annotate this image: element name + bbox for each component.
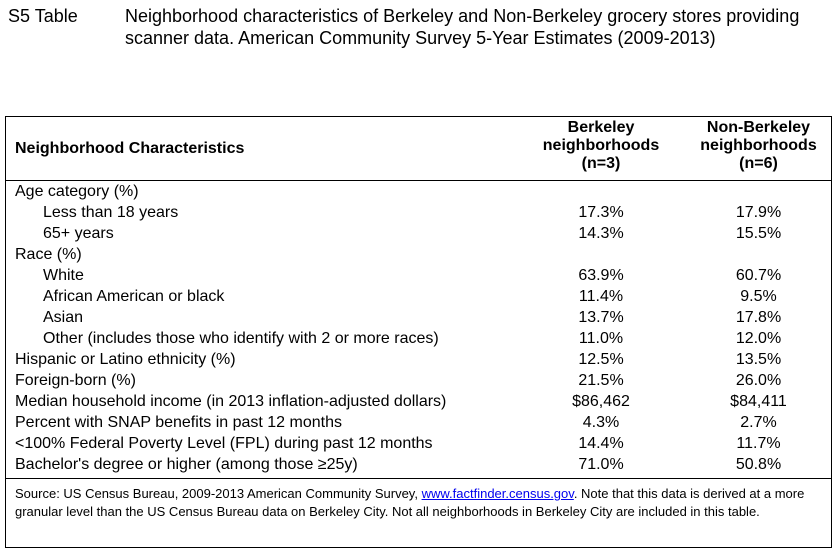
non-berkeley-value: 2.7% — [740, 414, 777, 431]
source-suffix: . Note that this data is derived at a mo… — [15, 486, 805, 519]
berkeley-value: 11.4% — [578, 288, 624, 305]
row-label: 65+ years — [43, 225, 114, 242]
table-row: African American or black 11.4% 9.5% — [6, 286, 831, 307]
table-row: <100% Federal Poverty Level (FPL) during… — [6, 433, 831, 454]
row-label: Hispanic or Latino ethnicity (%) — [15, 351, 236, 368]
table-row: Bachelor's degree or higher (among those… — [6, 454, 831, 475]
non-berkeley-value: 26.0% — [735, 372, 782, 389]
berkeley-value: 63.9% — [578, 267, 624, 284]
table-row: Asian 13.7% 17.8% — [6, 307, 831, 328]
source-note: Source: US Census Bureau, 2009-2013 Amer… — [15, 485, 827, 521]
header-berkeley-line: Berkeley — [567, 119, 635, 136]
non-berkeley-value: 15.5% — [735, 225, 782, 242]
table-row: White 63.9% 60.7% — [6, 265, 831, 286]
row-label: Less than 18 years — [43, 204, 179, 221]
berkeley-value: 14.3% — [578, 225, 624, 242]
berkeley-value: 11.0% — [578, 330, 624, 347]
table-row: Race (%) — [6, 244, 831, 265]
row-label: Other (includes those who identify with … — [43, 330, 439, 347]
row-label: Median household income (in 2013 inflati… — [15, 393, 447, 410]
header-non-berkeley: Non-Berkeley neighborhoods (n=6) — [686, 119, 831, 173]
table-row: Percent with SNAP benefits in past 12 mo… — [6, 412, 831, 433]
non-berkeley-value: 13.5% — [735, 351, 782, 368]
berkeley-value: 14.4% — [578, 435, 624, 452]
berkeley-value: $86,462 — [572, 393, 630, 410]
row-label: African American or black — [43, 288, 225, 305]
row-label: White — [43, 267, 84, 284]
table-row: Hispanic or Latino ethnicity (%) 12.5% 13.… — [6, 349, 831, 370]
non-berkeley-value: 12.0% — [735, 330, 782, 347]
row-label: Age category (%) — [15, 183, 139, 200]
header-non-berkeley-line: Non-Berkeley — [706, 119, 811, 136]
berkeley-value: 71.0% — [578, 456, 624, 473]
table-body: Age category (%) Less than 18 years 17.3% 1… — [6, 181, 831, 479]
table-row: 65+ years 14.3% 15.5% — [6, 223, 831, 244]
data-table: Neighborhood Characteristics Berkeley ne… — [5, 116, 832, 548]
header-berkeley-line: neighborhoods — [542, 137, 660, 154]
berkeley-value: 13.7% — [578, 309, 624, 326]
row-label: Bachelor's degree or higher (among those… — [15, 456, 358, 473]
row-label: Race (%) — [15, 246, 82, 263]
header-characteristics: Neighborhood Characteristics — [15, 140, 245, 157]
source-prefix: Source: US Census Bureau, 2009-2013 Amer… — [15, 486, 422, 501]
table-row: Less than 18 years 17.3% 17.9% — [6, 202, 831, 223]
non-berkeley-value: 60.7% — [735, 267, 782, 284]
header-non-berkeley-line: neighborhoods — [700, 137, 817, 154]
row-label: Foreign-born (%) — [15, 372, 136, 389]
row-label: Asian — [43, 309, 84, 326]
header-berkeley-line: (n=3) — [581, 155, 621, 172]
table-row: Foreign-born (%) 21.5% 26.0% — [6, 370, 831, 391]
row-label: Percent with SNAP benefits in past 12 mo… — [15, 414, 342, 431]
table-label: S5 Table — [8, 6, 78, 26]
berkeley-value: 17.3% — [578, 204, 624, 221]
table-header: Neighborhood Characteristics Berkeley ne… — [6, 117, 831, 181]
non-berkeley-value: 50.8% — [735, 456, 782, 473]
table-row: Age category (%) — [6, 181, 831, 202]
table-row: Other (includes those who identify with … — [6, 328, 831, 349]
non-berkeley-value: 9.5% — [740, 288, 777, 305]
table-row: Median household income (in 2013 inflati… — [6, 391, 831, 412]
non-berkeley-value: 17.8% — [735, 309, 782, 326]
factfinder-link[interactable]: www.factfinder.census.gov — [421, 486, 574, 501]
berkeley-value: 12.5% — [578, 351, 624, 368]
row-label: <100% Federal Poverty Level (FPL) during… — [15, 435, 433, 452]
table-title: Neighborhood characteristics of Berkeley… — [125, 6, 800, 48]
non-berkeley-value: $84,411 — [730, 393, 787, 410]
non-berkeley-value: 11.7% — [736, 435, 781, 452]
header-non-berkeley-line: (n=6) — [739, 155, 778, 172]
header-berkeley: Berkeley neighborhoods (n=3) — [526, 119, 676, 173]
berkeley-value: 21.5% — [578, 372, 624, 389]
berkeley-value: 4.3% — [582, 414, 620, 431]
non-berkeley-value: 17.9% — [735, 204, 782, 221]
